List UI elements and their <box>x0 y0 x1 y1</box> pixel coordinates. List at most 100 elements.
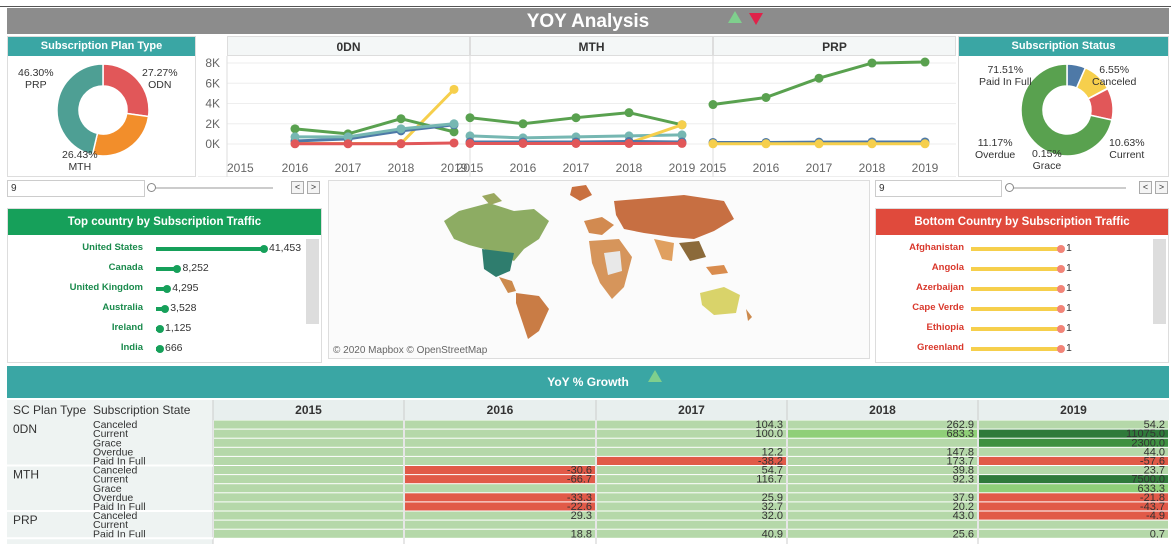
status-slice-paid-in-full[interactable] <box>1020 63 1113 157</box>
growth-cell[interactable] <box>788 529 977 538</box>
data-point[interactable] <box>290 132 300 142</box>
growth-cell[interactable] <box>788 493 977 502</box>
country-row[interactable]: India 666 <box>8 339 308 357</box>
slider-right-input[interactable]: 9 <box>875 180 1002 197</box>
slider-left-track[interactable] <box>150 187 273 189</box>
growth-cell[interactable] <box>214 456 403 465</box>
country-row[interactable]: Angola 1 <box>876 259 1156 277</box>
scrollbar[interactable] <box>1153 239 1166 324</box>
growth-cell[interactable] <box>979 493 1168 502</box>
growth-cell[interactable] <box>597 447 786 456</box>
data-point[interactable] <box>396 124 406 134</box>
growth-cell[interactable] <box>214 484 403 493</box>
country-row[interactable]: United Kingdom 4,295 <box>8 279 308 297</box>
slider-right-handle[interactable] <box>1005 183 1014 192</box>
growth-cell[interactable] <box>788 475 977 484</box>
data-point[interactable] <box>343 132 353 142</box>
growth-cell[interactable] <box>214 420 403 429</box>
growth-cell[interactable] <box>597 475 786 484</box>
data-point[interactable] <box>624 108 634 118</box>
data-point[interactable] <box>449 138 459 148</box>
growth-cell[interactable] <box>979 447 1168 456</box>
growth-cell[interactable] <box>597 484 786 493</box>
slider-right-next-button[interactable]: > <box>1155 181 1168 194</box>
growth-cell[interactable] <box>597 511 786 520</box>
growth-cell[interactable] <box>979 502 1168 511</box>
country-row[interactable]: Greenland 1 <box>876 339 1156 357</box>
country-row[interactable]: Azerbaijan 1 <box>876 279 1156 297</box>
country-row[interactable]: Australia 3,528 <box>8 299 308 317</box>
growth-cell[interactable] <box>979 456 1168 465</box>
slider-right-prev-button[interactable]: < <box>1139 181 1152 194</box>
growth-cell[interactable] <box>405 529 595 538</box>
growth-cell[interactable] <box>597 438 786 447</box>
data-point[interactable] <box>396 114 406 124</box>
data-point[interactable] <box>518 119 528 129</box>
data-point[interactable] <box>677 130 687 140</box>
growth-cell[interactable] <box>214 493 403 502</box>
growth-cell[interactable] <box>214 529 403 538</box>
growth-cell[interactable] <box>405 420 595 429</box>
growth-cell[interactable] <box>597 520 786 529</box>
data-point[interactable] <box>449 119 459 129</box>
growth-cell[interactable] <box>788 429 977 438</box>
growth-cell[interactable] <box>214 475 403 484</box>
country-row[interactable]: Canada 8,252 <box>8 259 308 277</box>
growth-cell[interactable] <box>788 484 977 493</box>
growth-table[interactable]: SC Plan Type Subscription State 2015 2016 20… <box>7 400 1169 544</box>
country-row[interactable]: Afghanistan 1 <box>876 239 1156 257</box>
growth-cell[interactable] <box>405 466 595 475</box>
scrollbar[interactable] <box>306 239 319 324</box>
growth-cell[interactable] <box>979 520 1168 529</box>
plan-slice-prp[interactable] <box>56 63 104 156</box>
country-row[interactable]: Cape Verde 1 <box>876 299 1156 317</box>
growth-cell[interactable] <box>405 447 595 456</box>
growth-cell[interactable] <box>405 493 595 502</box>
growth-cell[interactable] <box>214 447 403 456</box>
growth-cell[interactable] <box>979 475 1168 484</box>
growth-cell[interactable] <box>214 466 403 475</box>
status-donut[interactable] <box>1017 60 1117 160</box>
growth-cell[interactable] <box>979 484 1168 493</box>
growth-cell[interactable] <box>979 429 1168 438</box>
slider-right-track[interactable] <box>1010 187 1126 189</box>
data-point[interactable] <box>571 138 581 148</box>
growth-cell[interactable] <box>597 493 786 502</box>
growth-cell[interactable] <box>405 484 595 493</box>
data-point[interactable] <box>290 124 300 134</box>
growth-cell[interactable] <box>788 447 977 456</box>
growth-cell[interactable] <box>405 456 595 465</box>
data-point[interactable] <box>708 139 718 149</box>
growth-cell[interactable] <box>979 529 1168 538</box>
growth-cell[interactable] <box>214 429 403 438</box>
data-point[interactable] <box>677 120 687 130</box>
growth-cell[interactable] <box>214 520 403 529</box>
data-point[interactable] <box>677 138 687 148</box>
growth-cell[interactable] <box>405 502 595 511</box>
data-point[interactable] <box>465 113 475 123</box>
growth-cell[interactable] <box>405 520 595 529</box>
growth-cell[interactable] <box>214 438 403 447</box>
growth-cell[interactable] <box>597 529 786 538</box>
growth-cell[interactable] <box>597 429 786 438</box>
data-point[interactable] <box>571 113 581 123</box>
growth-cell[interactable] <box>788 438 977 447</box>
data-point[interactable] <box>814 139 824 149</box>
growth-cell[interactable] <box>979 420 1168 429</box>
data-point[interactable] <box>761 139 771 149</box>
data-point[interactable] <box>814 73 824 83</box>
slider-left-prev-button[interactable]: < <box>291 181 304 194</box>
growth-cell[interactable] <box>788 502 977 511</box>
growth-cell[interactable] <box>597 466 786 475</box>
data-point[interactable] <box>449 84 459 94</box>
growth-cell[interactable] <box>597 502 786 511</box>
data-point[interactable] <box>708 100 718 110</box>
slider-left-input[interactable]: 9 <box>7 180 145 197</box>
growth-cell[interactable] <box>788 520 977 529</box>
growth-cell[interactable] <box>405 475 595 484</box>
data-point[interactable] <box>867 58 877 68</box>
growth-cell[interactable] <box>405 438 595 447</box>
data-point[interactable] <box>396 139 406 149</box>
growth-cell[interactable] <box>405 511 595 520</box>
